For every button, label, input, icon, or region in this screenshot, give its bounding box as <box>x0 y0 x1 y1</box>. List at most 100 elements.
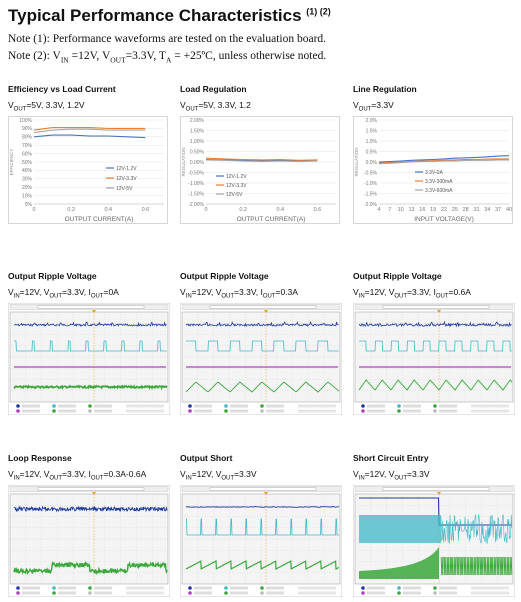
channel-indicator <box>16 409 20 413</box>
channel-indicator <box>433 409 437 413</box>
ch1-trace <box>13 505 168 513</box>
y-tick-label: 100% <box>19 118 32 124</box>
timebase-box <box>471 409 509 413</box>
series-line-12v-3-3v <box>205 157 318 161</box>
series-line-12v-5v <box>205 159 318 163</box>
legend-entry: 3.3V-600mA <box>425 188 453 194</box>
trigger-marker <box>264 492 268 495</box>
x-tick-label: 31 <box>473 207 479 213</box>
y-tick-label: 0.0% <box>366 160 378 166</box>
y-axis-label: REGULATION <box>181 148 186 177</box>
channel-setting-box <box>266 591 284 595</box>
scope-panel-ripple-03a: Output Ripple Voltage VIN=12V, VOUT=3.3V… <box>179 271 345 420</box>
panel-title: Output Ripple Voltage <box>8 271 97 281</box>
series-line-12v-3-3v <box>33 127 146 131</box>
y-tick-label: 1.0% <box>366 139 378 145</box>
y-tick-label: -2.00% <box>188 202 204 208</box>
x-tick-label: 0 <box>32 207 35 213</box>
trigger-marker <box>437 310 441 313</box>
x-tick-label: 0.2 <box>67 207 75 213</box>
channel-indicator <box>52 409 56 413</box>
channel-setting-box <box>22 586 40 590</box>
ch2-switching-band <box>359 515 441 543</box>
panel-conditions: VOUT=5V, 3.3V, 1.2V <box>8 100 85 113</box>
channel-indicator <box>260 404 264 408</box>
x-tick-label: 28 <box>463 207 469 213</box>
legend-entry: 12V-5V <box>226 192 243 198</box>
panel-conditions: VIN=12V, VOUT=3.3V, IOUT=0A <box>8 287 119 300</box>
y-tick-label: 0% <box>25 202 33 208</box>
x-tick-label: 0 <box>204 207 207 213</box>
channel-setting-box <box>194 409 212 413</box>
trigger-marker <box>437 492 441 495</box>
panel-title: Loop Response <box>8 453 72 463</box>
ch1-trace <box>358 320 512 328</box>
channel-indicator <box>361 586 365 590</box>
x-tick-label: 22 <box>441 207 447 213</box>
panel-conditions: VIN=12V, VOUT=3.3V <box>180 469 257 482</box>
channel-indicator <box>224 409 228 413</box>
timebase-box <box>126 404 164 408</box>
scope-ripple-06a <box>352 302 516 416</box>
y-tick-label: 2.00% <box>190 118 205 124</box>
trigger-marker <box>92 310 96 313</box>
ch2-trace <box>440 513 513 544</box>
channel-setting-box <box>230 591 248 595</box>
series-line-3-3v-600ma <box>378 159 509 165</box>
panel-conditions: VIN=12V, VOUT=3.3V, IOUT=0.3A-0.6A <box>8 469 147 482</box>
panel-title: Efficiency vs Load Current <box>8 84 116 94</box>
panel-title: Output Short <box>180 453 233 463</box>
series-line-3-3v-300ma <box>378 158 509 164</box>
ch2-trace <box>186 518 339 536</box>
channel-indicator <box>16 404 20 408</box>
timebase-box <box>471 404 509 408</box>
ch1-trace <box>185 320 339 328</box>
ch4-ramp <box>359 547 439 579</box>
channel-indicator <box>88 591 92 595</box>
scope-memory-bar <box>382 487 490 491</box>
y-tick-label: 70% <box>22 143 33 149</box>
x-tick-label: 34 <box>484 207 490 213</box>
scope-panel-loop-response: Loop Response VIN=12V, VOUT=3.3V, IOUT=0… <box>7 453 173 602</box>
x-axis-label: OUTPUT CURRENT(A) <box>237 216 306 223</box>
channel-setting-box <box>94 409 112 413</box>
channel-setting-box <box>58 404 76 408</box>
y-tick-label: -1.5% <box>364 191 378 197</box>
channel-setting-box <box>194 591 212 595</box>
ch4-trace <box>440 556 513 576</box>
ch1-trace <box>185 506 339 508</box>
y-tick-label: 30% <box>22 177 33 183</box>
channel-indicator <box>52 591 56 595</box>
panel-title: Line Regulation <box>353 84 417 94</box>
chart-frame <box>353 116 513 224</box>
channel-indicator <box>188 409 192 413</box>
note-2: Note (2): VIN =12V, VOUT=3.3V, TA = +25º… <box>8 50 327 65</box>
series-line-3-3v-0a <box>378 155 510 163</box>
panel-conditions: VOUT=3.3V <box>353 100 394 113</box>
panel-title: Short Circuit Entry <box>353 453 429 463</box>
series-line-12v-1-2v <box>33 134 146 139</box>
ch1-trace <box>359 497 512 526</box>
y-tick-label: 0.50% <box>190 149 205 155</box>
channel-setting-box <box>94 586 112 590</box>
scope-short-entry <box>352 484 516 598</box>
legend-entry: 12V-5V <box>116 186 133 192</box>
x-tick-label: 13 <box>408 207 414 213</box>
y-tick-label: 1.00% <box>190 139 205 145</box>
channel-indicator <box>397 404 401 408</box>
ch4-trace <box>13 384 168 391</box>
channel-setting-box <box>58 586 76 590</box>
chart-frame <box>180 116 340 224</box>
channel-indicator <box>260 409 264 413</box>
channel-setting-box <box>22 409 40 413</box>
x-tick-label: 7 <box>388 207 391 213</box>
line-regulation-panel: Line Regulation VOUT=3.3V -2.0% -1.5% -1.0… <box>353 84 518 229</box>
scope-output-short <box>179 484 343 598</box>
trigger-marker <box>92 492 96 495</box>
x-tick-label: 10 <box>398 207 404 213</box>
x-tick-label: 4 <box>377 207 380 213</box>
channel-indicator <box>433 591 437 595</box>
scope-memory-bar <box>209 305 317 309</box>
channel-setting-box <box>367 591 385 595</box>
x-tick-label: 0.4 <box>276 207 284 213</box>
